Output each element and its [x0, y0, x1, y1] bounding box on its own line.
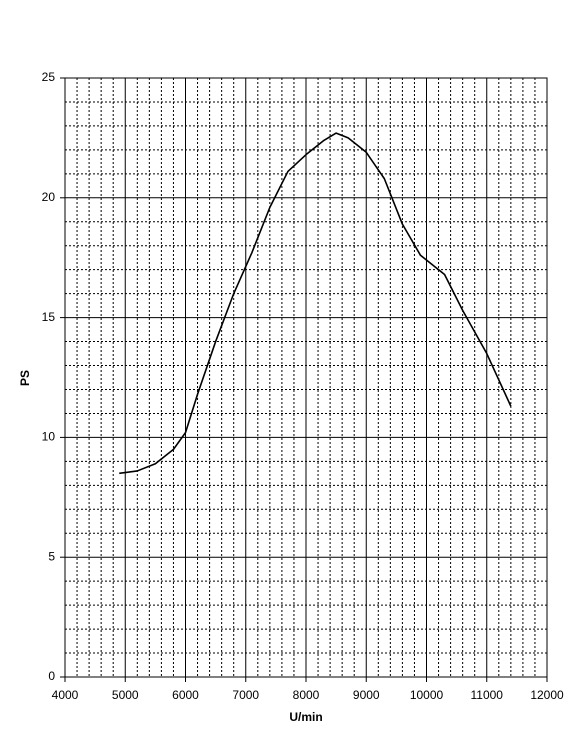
x-tick-label: 5000 — [112, 688, 139, 702]
x-axis-title: U/min — [289, 710, 322, 724]
y-tick-label: 10 — [42, 430, 56, 444]
x-tick-label: 8000 — [293, 688, 320, 702]
x-tick-label: 9000 — [353, 688, 380, 702]
x-tick-label: 10000 — [410, 688, 444, 702]
x-tick-label: 6000 — [172, 688, 199, 702]
x-tick-label: 11000 — [471, 688, 504, 702]
x-tick-label: 4000 — [52, 688, 79, 702]
x-tick-label: 12000 — [530, 688, 564, 702]
y-tick-label: 20 — [42, 190, 56, 204]
y-tick-label: 25 — [42, 70, 56, 84]
y-tick-label: 15 — [42, 310, 56, 324]
y-tick-label: 0 — [48, 669, 55, 683]
line — [119, 132, 512, 475]
y-axis-title: PS — [18, 370, 32, 386]
x-tick-label: 7000 — [232, 688, 259, 702]
y-tick-label: 5 — [48, 549, 55, 563]
plot-frame — [64, 77, 548, 678]
